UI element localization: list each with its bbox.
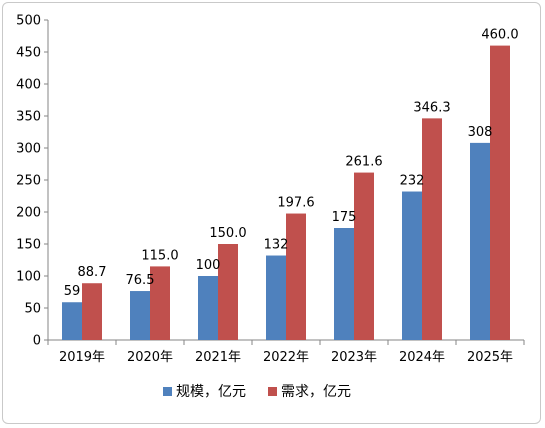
bar-scale bbox=[62, 302, 82, 340]
legend-label: 规模，亿元 bbox=[176, 384, 246, 400]
y-axis-ticks: 0 50 100 150 200 250 300 350 400 450 500 bbox=[16, 14, 48, 349]
y-tick-label: 0 bbox=[33, 334, 41, 349]
bar-demand bbox=[286, 213, 306, 340]
bar-scale bbox=[402, 191, 422, 340]
data-label-demand: 115.0 bbox=[141, 248, 178, 263]
bar-scale bbox=[130, 291, 150, 340]
data-labels: 59 88.7 76.5 115.0 100 150.0 132 197.6 175 261.6 2… bbox=[64, 28, 519, 300]
y-tick-label: 200 bbox=[16, 206, 41, 221]
x-axis-ticks: 2019年 2020年 2021年 2022年 2023年 2024年 2025年 bbox=[47, 340, 525, 365]
y-tick-label: 50 bbox=[24, 302, 41, 317]
x-tick-label: 2021年 bbox=[195, 350, 241, 365]
y-tick-label: 300 bbox=[16, 142, 41, 157]
chart-frame bbox=[2, 2, 541, 424]
x-tick-label: 2020年 bbox=[127, 350, 173, 365]
data-label-demand: 88.7 bbox=[78, 265, 107, 280]
y-tick-label: 400 bbox=[16, 78, 41, 93]
x-tick-label: 2025年 bbox=[467, 350, 513, 365]
x-tick-label: 2024年 bbox=[399, 350, 445, 365]
x-tick-label: 2019年 bbox=[59, 350, 105, 365]
bar-demand bbox=[150, 266, 170, 340]
chart-legend: 规模，亿元 需求，亿元 bbox=[163, 384, 351, 400]
data-label-demand: 150.0 bbox=[209, 226, 246, 241]
bar-scale bbox=[198, 276, 218, 340]
legend-swatch bbox=[163, 387, 172, 396]
y-tick-label: 450 bbox=[16, 46, 41, 61]
x-tick-label: 2022年 bbox=[263, 350, 309, 365]
y-tick-label: 350 bbox=[16, 110, 41, 125]
bar-demand bbox=[490, 45, 510, 340]
y-tick-label: 150 bbox=[16, 238, 41, 253]
data-label-scale: 132 bbox=[264, 238, 289, 253]
y-tick-label: 250 bbox=[16, 174, 41, 189]
bar-demand bbox=[422, 118, 442, 340]
data-label-scale: 100 bbox=[196, 258, 221, 273]
data-label-scale: 232 bbox=[400, 174, 425, 189]
y-tick-label: 500 bbox=[16, 14, 41, 29]
bar-scale bbox=[266, 255, 286, 340]
bar-demand bbox=[218, 244, 238, 340]
x-tick-label: 2023年 bbox=[331, 350, 377, 365]
legend-label: 需求，亿元 bbox=[281, 384, 351, 400]
bar-demand bbox=[82, 283, 102, 340]
data-label-demand: 197.6 bbox=[277, 196, 314, 211]
data-label-demand: 261.6 bbox=[345, 155, 382, 170]
chart-bars bbox=[62, 45, 510, 340]
y-tick-label: 100 bbox=[16, 270, 41, 285]
legend-swatch bbox=[268, 387, 277, 396]
data-label-scale: 76.5 bbox=[126, 273, 155, 288]
data-label-scale: 175 bbox=[332, 210, 357, 225]
data-label-scale: 308 bbox=[468, 125, 493, 140]
data-label-demand: 460.0 bbox=[481, 28, 518, 43]
data-label-scale: 59 bbox=[64, 284, 81, 299]
data-label-demand: 346.3 bbox=[413, 100, 450, 115]
bar-scale bbox=[334, 228, 354, 340]
bar-demand bbox=[354, 172, 374, 340]
bar-scale bbox=[470, 142, 490, 340]
